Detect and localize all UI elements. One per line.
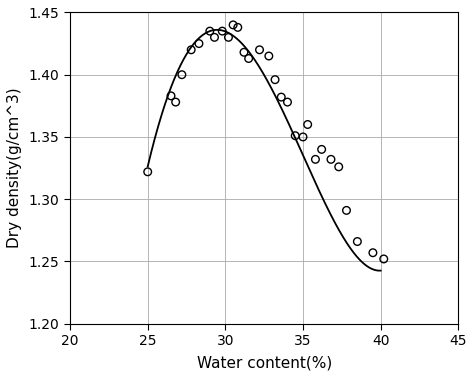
Point [187,47,195,53]
Point [195,41,203,47]
Point [229,22,237,28]
Point [354,239,361,245]
Point [318,146,326,152]
Point [283,99,291,105]
Point [304,121,311,127]
Point [144,169,152,175]
Point [292,133,299,139]
Point [206,28,214,34]
Point [234,25,242,31]
Point [311,156,319,162]
Point [327,156,335,162]
Point [380,256,388,262]
Point [178,72,186,78]
X-axis label: Water content(%): Water content(%) [197,355,332,370]
Point [277,94,285,100]
Point [343,207,350,213]
Point [271,77,279,83]
Point [210,34,218,40]
Point [265,53,273,59]
Point [245,55,253,61]
Point [240,49,248,55]
Point [167,93,175,99]
Point [172,99,180,105]
Point [369,250,377,256]
Point [299,134,307,140]
Y-axis label: Dry density(g/cm^3): Dry density(g/cm^3) [7,88,22,248]
Point [256,47,264,53]
Point [225,34,232,40]
Point [335,164,343,170]
Point [219,28,226,34]
